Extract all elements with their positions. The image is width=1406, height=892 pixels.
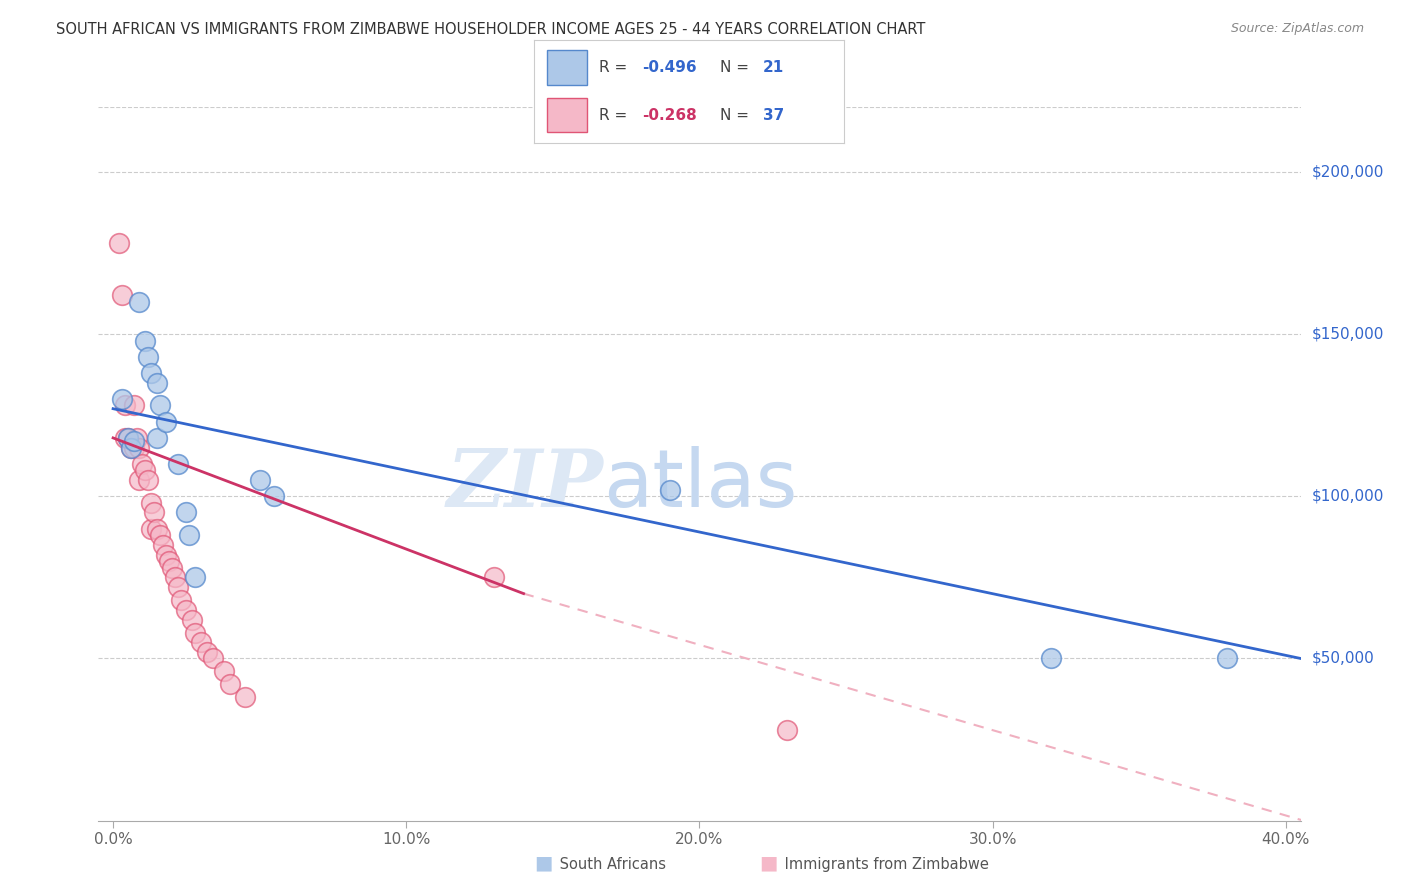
Text: -0.496: -0.496 [643,61,697,75]
Point [122,399,145,413]
Point [128,294,150,309]
Text: ■: ■ [534,854,553,872]
Point [141,366,163,380]
Point [152,538,174,552]
Point [1216,651,1239,665]
FancyBboxPatch shape [547,50,586,86]
Point [181,613,204,627]
Point [169,593,191,607]
Point [166,457,188,471]
Text: 21: 21 [763,61,785,75]
Point [134,463,156,477]
Point [146,522,169,536]
Point [176,506,198,520]
Point [184,625,207,640]
Point [141,496,163,510]
Point [128,473,150,487]
Point [155,548,177,562]
Point [136,350,159,364]
Point [122,434,145,449]
Point [184,570,207,584]
Text: atlas: atlas [603,446,797,524]
Point [249,473,271,487]
Point [122,441,145,455]
Point [659,483,682,497]
Point [219,677,242,691]
Point [108,236,131,251]
Point [117,431,139,445]
Point [111,288,134,302]
Point [157,554,180,568]
Point [263,489,285,503]
Point [201,651,224,665]
Point [114,431,136,445]
Point [111,392,134,406]
Point [776,723,799,737]
Point [1040,651,1063,665]
Point [179,528,201,542]
Text: Immigrants from Zimbabwe: Immigrants from Zimbabwe [780,857,990,872]
Point [163,570,186,584]
Point [117,431,139,445]
Point [176,603,198,617]
Text: ZIP: ZIP [447,447,603,524]
Text: $200,000: $200,000 [1312,164,1384,179]
Point [143,506,166,520]
Text: $150,000: $150,000 [1312,326,1384,342]
Point [146,376,169,390]
Point [160,560,183,574]
Point [120,441,142,455]
Text: -0.268: -0.268 [643,108,697,122]
Text: $50,000: $50,000 [1312,651,1375,666]
Text: ■: ■ [759,854,778,872]
Point [166,580,188,594]
Point [134,334,156,348]
Point [136,473,159,487]
Text: N =: N = [720,108,754,122]
Text: R =: R = [599,108,633,122]
Point [141,522,163,536]
Point [155,415,177,429]
Text: SOUTH AFRICAN VS IMMIGRANTS FROM ZIMBABWE HOUSEHOLDER INCOME AGES 25 - 44 YEARS : SOUTH AFRICAN VS IMMIGRANTS FROM ZIMBABW… [56,22,925,37]
Text: Source: ZipAtlas.com: Source: ZipAtlas.com [1230,22,1364,36]
Point [484,570,506,584]
Point [149,399,172,413]
Text: N =: N = [720,61,754,75]
Point [214,665,236,679]
Text: 37: 37 [763,108,785,122]
Point [120,441,142,455]
Point [125,431,148,445]
Text: $100,000: $100,000 [1312,489,1384,504]
FancyBboxPatch shape [547,97,586,132]
Point [128,441,150,455]
Point [146,431,169,445]
Point [149,528,172,542]
Point [131,457,153,471]
Text: R =: R = [599,61,633,75]
Text: South Africans: South Africans [555,857,666,872]
Point [233,690,256,705]
Point [195,645,218,659]
Point [114,399,136,413]
Point [190,635,212,649]
